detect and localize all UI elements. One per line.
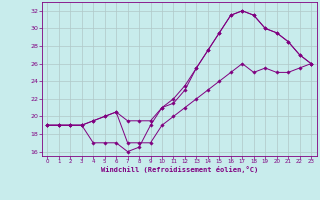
X-axis label: Windchill (Refroidissement éolien,°C): Windchill (Refroidissement éolien,°C) <box>100 166 258 173</box>
